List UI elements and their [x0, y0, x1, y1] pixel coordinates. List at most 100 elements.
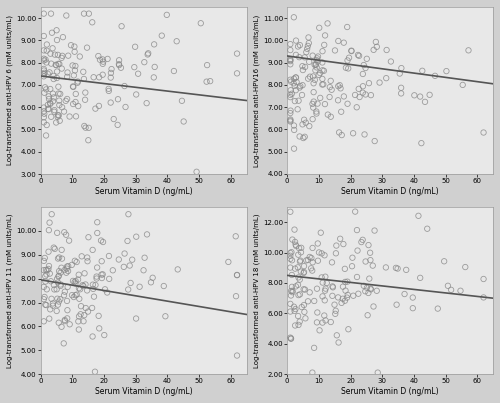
Point [286, 117, 294, 124]
Point [136, 284, 143, 290]
Point [290, 122, 298, 129]
Point [68, 62, 76, 69]
Point [105, 253, 113, 259]
Point [314, 58, 322, 65]
Point [304, 75, 312, 82]
Point [124, 286, 132, 293]
Point [343, 295, 351, 301]
Point [45, 263, 53, 269]
Point [304, 34, 312, 41]
Point [158, 32, 166, 39]
Point [320, 81, 328, 87]
Point [314, 100, 322, 107]
Point [308, 245, 316, 251]
Point [294, 282, 302, 288]
Point [233, 272, 241, 278]
Point [316, 327, 324, 334]
Point [358, 239, 366, 245]
Point [178, 98, 186, 104]
Point [382, 264, 390, 271]
Point [56, 281, 64, 288]
Point [82, 89, 90, 96]
Point [97, 237, 105, 244]
Point [321, 287, 329, 294]
Point [418, 68, 426, 74]
Point [40, 56, 48, 62]
Point [49, 98, 57, 104]
Point [286, 250, 294, 256]
Point [322, 285, 330, 292]
Point [297, 249, 305, 256]
Point [60, 108, 68, 115]
Point [105, 276, 113, 282]
Point [351, 92, 359, 98]
Point [52, 27, 60, 33]
Point [370, 138, 378, 144]
Point [84, 308, 92, 315]
Point [318, 293, 326, 299]
Point [42, 132, 50, 139]
Point [74, 318, 82, 324]
Point [318, 67, 326, 73]
Point [362, 288, 370, 295]
Point [49, 90, 57, 97]
Point [96, 56, 104, 63]
Point [46, 270, 54, 277]
Point [232, 293, 240, 299]
Point [42, 301, 50, 308]
Point [45, 227, 53, 233]
Point [338, 132, 345, 138]
Point [315, 72, 323, 78]
Point [336, 85, 344, 91]
Point [53, 276, 61, 282]
Point [311, 77, 319, 83]
Point [67, 42, 75, 48]
Point [48, 29, 56, 36]
Point [68, 262, 76, 268]
Point [344, 278, 351, 285]
Point [120, 264, 128, 270]
Point [286, 301, 294, 307]
Point [76, 311, 84, 318]
Point [84, 125, 92, 131]
Point [46, 50, 54, 57]
Point [308, 116, 316, 123]
Point [53, 68, 61, 75]
Point [296, 84, 304, 91]
Point [44, 106, 52, 112]
Point [374, 370, 382, 376]
Point [434, 305, 442, 312]
Point [162, 313, 170, 320]
Point [140, 59, 148, 65]
Point [312, 61, 320, 68]
Point [60, 292, 68, 299]
Point [392, 301, 400, 308]
Point [99, 60, 107, 67]
Point [398, 65, 406, 71]
Point [372, 39, 380, 45]
Point [292, 52, 300, 58]
Point [40, 110, 48, 117]
Point [40, 318, 48, 324]
Point [336, 82, 344, 88]
Point [54, 273, 62, 280]
Point [370, 227, 378, 234]
Point [370, 303, 378, 310]
Point [68, 292, 76, 298]
Point [80, 312, 88, 318]
Point [180, 118, 188, 125]
Point [296, 83, 304, 89]
Point [40, 119, 48, 126]
Point [83, 287, 91, 294]
Point [40, 267, 48, 273]
Point [40, 67, 48, 74]
Point [106, 100, 114, 106]
Point [94, 219, 102, 225]
Point [291, 239, 299, 245]
Point [402, 267, 410, 273]
Point [233, 352, 241, 359]
Point [64, 268, 72, 274]
Point [42, 286, 50, 293]
Point [366, 285, 374, 292]
Point [290, 226, 298, 233]
